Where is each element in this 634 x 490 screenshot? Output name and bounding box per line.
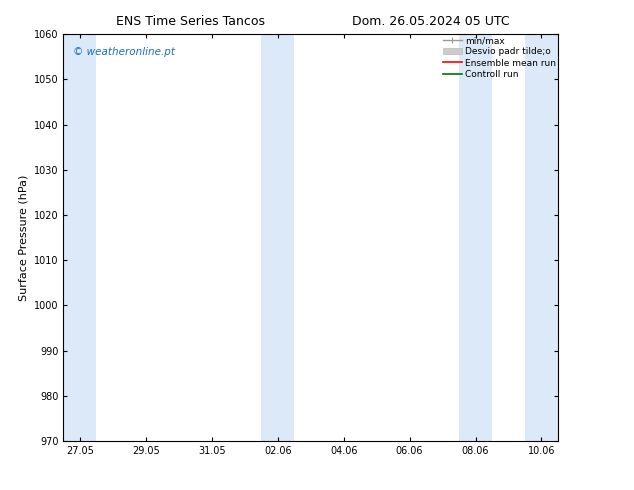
Bar — [261, 34, 294, 441]
Bar — [459, 34, 492, 441]
Bar — [525, 34, 558, 441]
Bar — [63, 34, 96, 441]
Legend: min/max, Desvio padr tilde;o, Ensemble mean run, Controll run: min/max, Desvio padr tilde;o, Ensemble m… — [442, 34, 558, 81]
Y-axis label: Surface Pressure (hPa): Surface Pressure (hPa) — [18, 174, 29, 301]
Text: Dom. 26.05.2024 05 UTC: Dom. 26.05.2024 05 UTC — [353, 15, 510, 28]
Text: ENS Time Series Tancos: ENS Time Series Tancos — [115, 15, 265, 28]
Text: © weatheronline.pt: © weatheronline.pt — [74, 47, 175, 56]
